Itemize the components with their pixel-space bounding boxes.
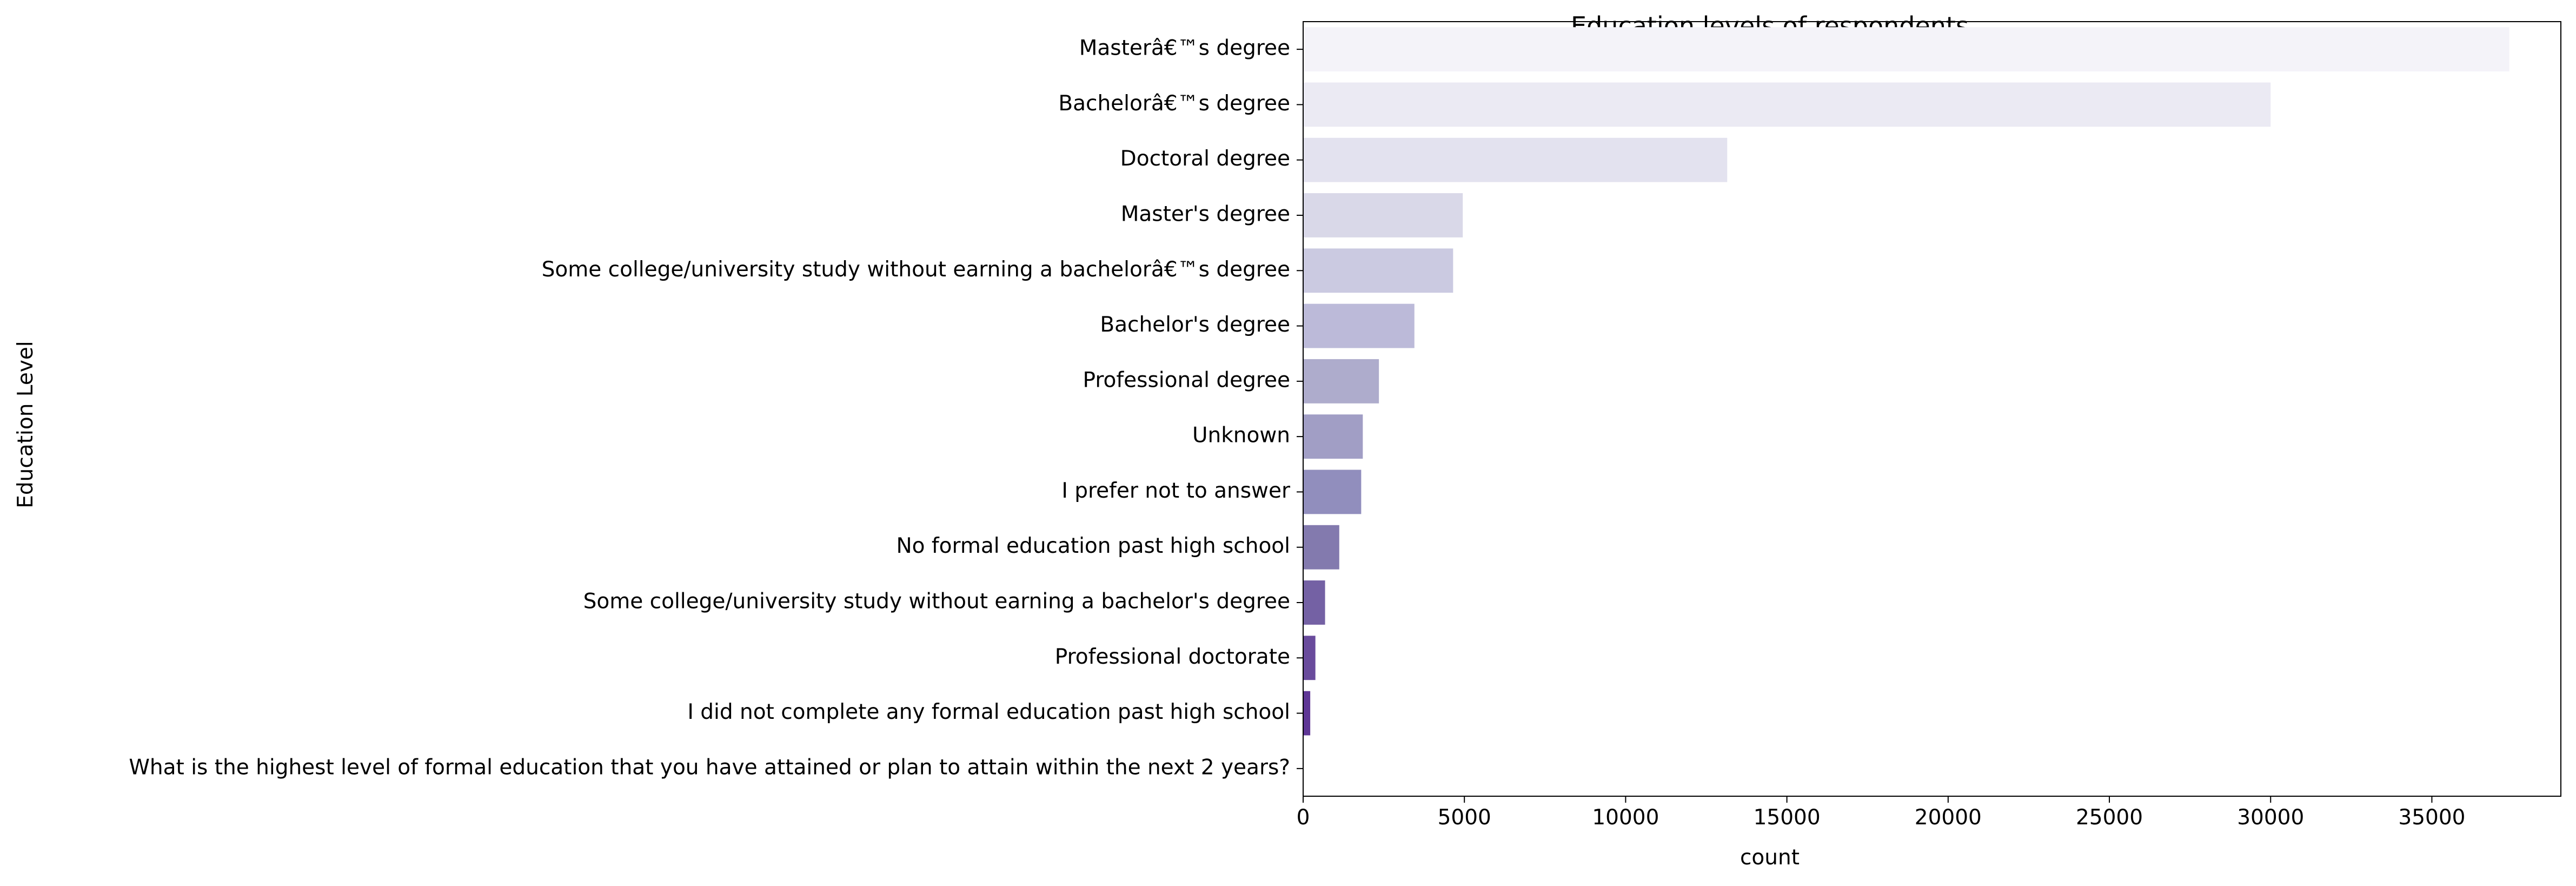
category-label: No formal education past high school xyxy=(896,534,1290,558)
x-tick-label: 35000 xyxy=(2398,805,2465,830)
category-label: Bachelor's degree xyxy=(1100,313,1290,337)
x-tick-label: 20000 xyxy=(1915,805,1982,830)
bar xyxy=(1303,137,1728,182)
category-label: Masterâ€™s degree xyxy=(1079,36,1290,61)
x-tick-label: 5000 xyxy=(1438,805,1491,830)
bar xyxy=(1303,414,1363,459)
category-label: I did not complete any formal education … xyxy=(687,700,1290,724)
bar xyxy=(1303,691,1311,736)
bar xyxy=(1303,82,2271,127)
category-label: Some college/university study without ea… xyxy=(583,590,1290,614)
bar xyxy=(1303,27,2509,72)
category-label: What is the highest level of formal educ… xyxy=(129,755,1290,779)
category-labels: Masterâ€™s degree Bachelorâ€™s degree Doct… xyxy=(129,36,1303,779)
bar xyxy=(1303,470,1362,514)
bar xyxy=(1303,303,1415,348)
bar xyxy=(1303,636,1316,680)
category-label: Professional degree xyxy=(1083,368,1290,392)
x-tick-label: 25000 xyxy=(2076,805,2143,830)
bar xyxy=(1303,359,1379,404)
plot-frame xyxy=(1303,21,2561,797)
bar xyxy=(1303,193,1463,237)
x-axis-ticks: 0 5000 10000 15000 20000 25000 30000 35000 xyxy=(1297,796,2465,830)
y-axis-label: Education Level xyxy=(14,341,38,508)
category-label: Some college/university study without ea… xyxy=(542,257,1290,282)
bar xyxy=(1303,248,1453,293)
bars xyxy=(1303,27,2509,791)
bar xyxy=(1303,525,1339,570)
category-label: Professional doctorate xyxy=(1055,645,1290,669)
x-tick-label: 10000 xyxy=(1592,805,1659,830)
category-label: Master's degree xyxy=(1121,202,1290,227)
category-label: Bachelorâ€™s degree xyxy=(1058,91,1290,116)
x-tick-label: 0 xyxy=(1297,805,1310,830)
x-tick-label: 30000 xyxy=(2237,805,2304,830)
x-axis-label: count xyxy=(1740,845,1800,870)
category-label: Doctoral degree xyxy=(1120,147,1290,171)
x-tick-label: 15000 xyxy=(1754,805,1821,830)
category-label: I prefer not to answer xyxy=(1061,479,1291,503)
category-label: Unknown xyxy=(1192,424,1290,448)
bar xyxy=(1303,580,1325,625)
